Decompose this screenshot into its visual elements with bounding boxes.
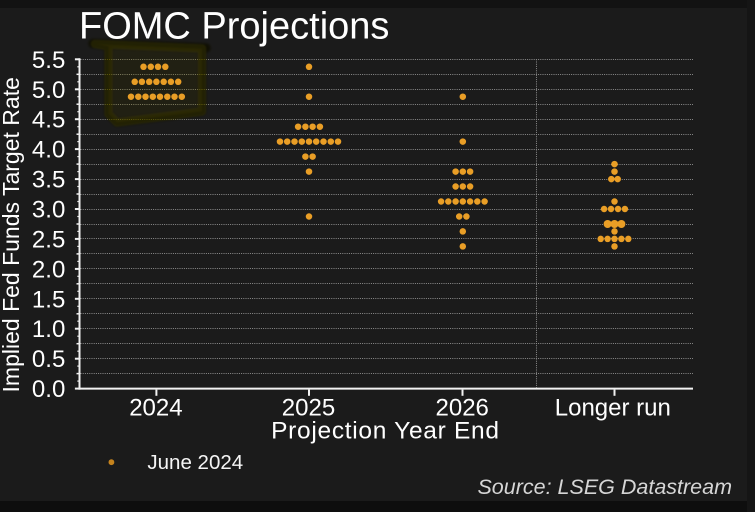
- svg-text:3.0: 3.0: [32, 197, 65, 224]
- svg-text:0.5: 0.5: [32, 346, 65, 373]
- svg-text:4.5: 4.5: [32, 107, 65, 134]
- svg-text:2.5: 2.5: [32, 226, 65, 253]
- svg-text:4.0: 4.0: [32, 137, 65, 164]
- svg-text:3.5: 3.5: [32, 167, 65, 194]
- svg-text:5.5: 5.5: [32, 47, 65, 74]
- svg-text:2.0: 2.0: [32, 256, 65, 283]
- svg-text:Source: LSEG Datastream: Source: LSEG Datastream: [477, 475, 732, 499]
- svg-text:FOMC Projections: FOMC Projections: [79, 5, 389, 47]
- svg-text:5.0: 5.0: [32, 77, 65, 104]
- svg-text:Longer run: Longer run: [555, 395, 671, 422]
- svg-text:Implied Fed Funds Target Rate: Implied Fed Funds Target Rate: [0, 77, 24, 392]
- svg-text:June 2024: June 2024: [147, 451, 243, 474]
- svg-text:Projection Year End: Projection Year End: [271, 417, 500, 444]
- svg-text:1.0: 1.0: [32, 316, 65, 343]
- svg-text:0.0: 0.0: [32, 376, 65, 403]
- svg-text:2025: 2025: [282, 395, 335, 422]
- svg-text:2026: 2026: [436, 395, 489, 422]
- svg-text:1.5: 1.5: [32, 286, 65, 313]
- svg-text:2024: 2024: [129, 395, 182, 422]
